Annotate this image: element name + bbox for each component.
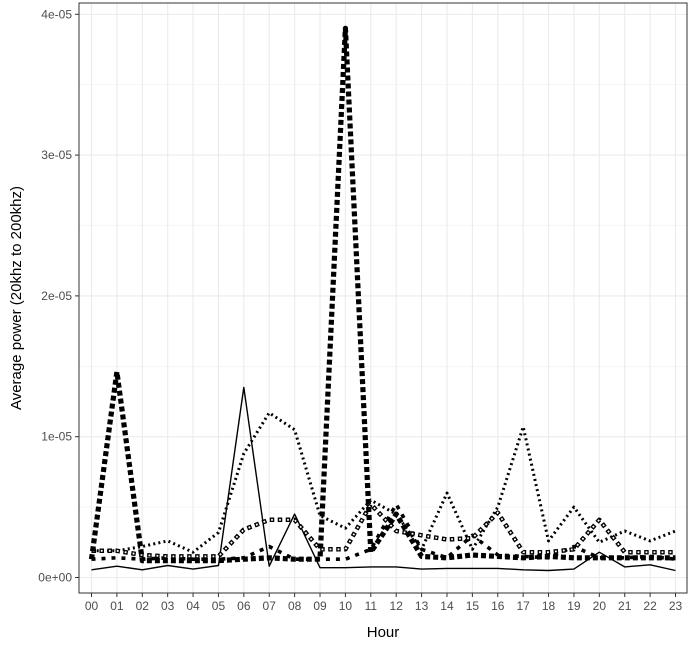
x-tick-label: 09: [313, 599, 327, 613]
x-tick-label: 15: [466, 599, 480, 613]
x-tick-label: 16: [491, 599, 505, 613]
series-line-solid: [91, 386, 676, 572]
x-tick-label: 10: [339, 599, 353, 613]
series-line-square-dots-core: [91, 502, 676, 558]
grid: [79, 3, 687, 593]
y-tick-label: 3e-05: [41, 148, 72, 162]
x-axis-title: Hour: [367, 624, 400, 641]
y-tick-label: 0e+00: [38, 571, 72, 585]
series-line-square-dots: [91, 502, 676, 559]
x-tick-label: 14: [440, 599, 454, 613]
x-tick-label: 19: [567, 599, 581, 613]
x-tick-label: 06: [237, 599, 251, 613]
panel-border: [78, 2, 688, 594]
y-axis: 0e+00 1e-05 2e-05 3e-05 4e-05: [38, 7, 79, 585]
x-tick-label: 07: [263, 599, 277, 613]
x-tick-label: 01: [110, 599, 124, 613]
x-axis: 00 01 02 03 04 05 06 07 08 09 10 11 12 13 14 15 16 17 18 19…: [85, 593, 683, 613]
x-tick-label: 12: [390, 599, 404, 613]
x-tick-label: 13: [415, 599, 429, 613]
x-tick-label: 05: [212, 599, 226, 613]
series-line-dashed: [91, 502, 676, 562]
x-tick-label: 08: [288, 599, 302, 613]
x-tick-label: 18: [542, 599, 556, 613]
x-tick-label: 23: [669, 599, 683, 613]
series-line-dotted: [91, 411, 677, 554]
x-tick-label: 04: [186, 599, 200, 613]
x-tick-label: 03: [161, 599, 175, 613]
x-tick-label: 21: [618, 599, 632, 613]
y-axis-title: Average power (20khz to 200khz): [8, 186, 25, 410]
series-layer: [88, 25, 677, 572]
x-tick-label: 22: [643, 599, 657, 613]
x-tick-label: 00: [85, 599, 99, 613]
y-tick-label: 1e-05: [41, 430, 72, 444]
x-tick-label: 02: [136, 599, 150, 613]
x-tick-label: 17: [516, 599, 530, 613]
x-tick-label: 20: [593, 599, 607, 613]
y-tick-label: 4e-05: [41, 7, 72, 21]
series-line-heavy-dashed: [88, 25, 676, 564]
x-tick-label: 11: [365, 599, 378, 613]
y-tick-label: 2e-05: [41, 289, 72, 303]
